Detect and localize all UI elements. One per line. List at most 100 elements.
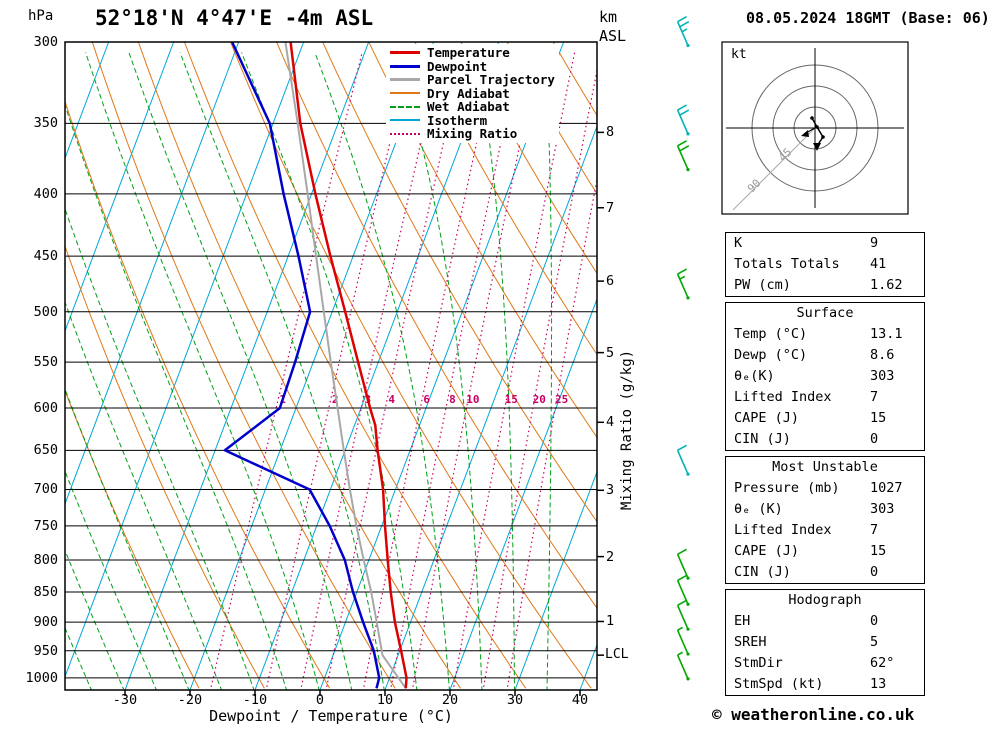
stat-label: Dewp (°C) (734, 347, 808, 363)
mixing-ratio-line (325, 52, 465, 690)
km-tick-label: 6 (606, 273, 615, 290)
copyright: © weatheronline.co.uk (712, 705, 915, 724)
stats-section: K 9 Totals Totals 41 PW (cm) 1.62 (725, 232, 925, 297)
mixing-ratio-label: 20 (533, 393, 546, 406)
stat-label: StmSpd (kt) (734, 676, 824, 692)
stat-label: Pressure (mb) (734, 480, 840, 496)
temp-tick-label: 30 (506, 692, 524, 708)
stat-label: Totals Totals (734, 256, 840, 272)
legend-label: Temperature (427, 45, 510, 61)
page-title: 52°18'N 4°47'E -4m ASL (95, 6, 374, 30)
altitude-axis-unit-km: km (599, 8, 618, 26)
legend-label: Wet Adiabat (427, 99, 510, 115)
legend-swatch (390, 119, 420, 122)
stat-row: Pressure (mb) 1027 (726, 478, 924, 499)
stat-row: CAPE (J) 15 (726, 541, 924, 562)
mixing-ratio-line (300, 52, 443, 690)
pressure-tick-label: 550 (33, 354, 58, 371)
isotherm-line (65, 42, 240, 506)
stat-label: SREH (734, 634, 767, 650)
pressure-tick-label: 700 (33, 481, 58, 498)
mixing-ratio-line (411, 52, 540, 690)
mixing-ratio-label: 10 (466, 393, 479, 406)
temp-tick-label: 20 (441, 692, 459, 708)
run-datetime: 08.05.2024 18GMT (Base: 06) (746, 9, 990, 27)
stat-value: 13.1 (870, 326, 903, 342)
hodograph-trace (811, 117, 824, 147)
pressure-tick-label: 900 (33, 614, 58, 631)
hodograph-trace-arrow (813, 143, 821, 151)
legend-swatch (390, 51, 420, 55)
pressure-tick-label: 600 (33, 400, 58, 417)
pressure-tick-label: 450 (33, 248, 58, 265)
hodograph-unit-label: kt (731, 47, 747, 62)
wind-barb-column (676, 15, 690, 681)
stat-value: 5 (870, 634, 879, 650)
km-tick-label: 3 (606, 482, 615, 499)
mixing-ratio-label: 25 (555, 393, 568, 406)
legend-item: Isotherm (390, 114, 555, 128)
wet-adiabat-line (128, 52, 353, 690)
stat-value: 15 (870, 543, 887, 559)
stat-row: Totals Totals 41 (726, 254, 924, 275)
legend-item: Parcel Trajectory (390, 73, 555, 87)
stat-row: Temp (°C) 13.1 (726, 324, 924, 345)
wind-barb (676, 599, 690, 631)
stat-value: 13 (870, 676, 887, 692)
temp-tick-label: -20 (177, 692, 203, 708)
isotherm-line (384, 124, 597, 690)
stats-section: Surface Temp (°C) 13.1 Dewp (°C) 8.6 θₑ(K) 303… (725, 302, 925, 451)
stats-section-header: Surface (796, 305, 854, 321)
wet-adiabat-lines (65, 52, 553, 690)
stats-section-header: Most Unstable (772, 459, 878, 475)
isotherm-line (65, 42, 175, 333)
legend-swatch (390, 92, 420, 95)
km-tick-label: 4 (606, 414, 615, 431)
legend-swatch (390, 64, 420, 68)
isotherm-line (514, 470, 597, 690)
legend-item: Mixing Ratio (390, 127, 555, 141)
wind-barb (676, 15, 690, 48)
wind-barb (676, 444, 690, 476)
wet-adiabat-line (544, 52, 553, 690)
wet-adiabat-line (396, 52, 483, 690)
km-tick-label: 5 (606, 344, 615, 361)
stat-label: CIN (J) (734, 431, 791, 447)
parcel-trajectory-curve (284, 42, 407, 689)
stat-label: K (734, 235, 743, 251)
stat-value: 8.6 (870, 347, 895, 363)
isotherm-line (189, 42, 435, 690)
stat-label: θₑ (K) (734, 501, 783, 517)
legend-label: Mixing Ratio (427, 126, 518, 142)
stat-label: CAPE (J) (734, 410, 800, 426)
stat-value: 9 (870, 235, 879, 251)
chart-legend: Temperature Dewpoint Parcel Trajectory Dry … (386, 44, 559, 143)
wet-adiabat-line (241, 52, 418, 690)
stat-row: StmDir 62° (726, 653, 924, 674)
pressure-tick-label: 750 (33, 517, 58, 534)
stat-value: 0 (870, 564, 879, 580)
dewpoint-curve (223, 42, 381, 689)
legend-swatch (390, 105, 420, 108)
dry-adiabat-line (322, 42, 597, 523)
stat-row: EH 0 (726, 611, 924, 632)
wet-adiabat-line (179, 52, 385, 690)
mixing-ratio-label: 8 (449, 393, 456, 406)
km-tick-label: 1 (606, 613, 615, 630)
pressure-tick-label: 800 (33, 551, 58, 568)
lcl-marker-label: LCL (605, 647, 629, 663)
stat-value: 0 (870, 613, 879, 629)
stat-label: PW (cm) (734, 277, 791, 293)
dry-adiabat-line (414, 42, 597, 356)
temp-tick-label: 0 (315, 692, 325, 708)
stats-panel: K 9 Totals Totals 41 PW (cm) 1.62 Surface Temp … (725, 232, 925, 701)
stat-row: CAPE (J) 15 (726, 408, 924, 429)
x-axis-label: Dewpoint / Temperature (°C) (209, 707, 453, 725)
stat-value: 62° (870, 655, 895, 671)
stat-row: PW (cm) 1.62 (726, 275, 924, 296)
stat-label: CAPE (J) (734, 543, 800, 559)
km-tick-label: 8 (606, 124, 615, 141)
stat-row: CIN (J) 0 (726, 562, 924, 583)
dry-adiabat-line (276, 42, 597, 609)
